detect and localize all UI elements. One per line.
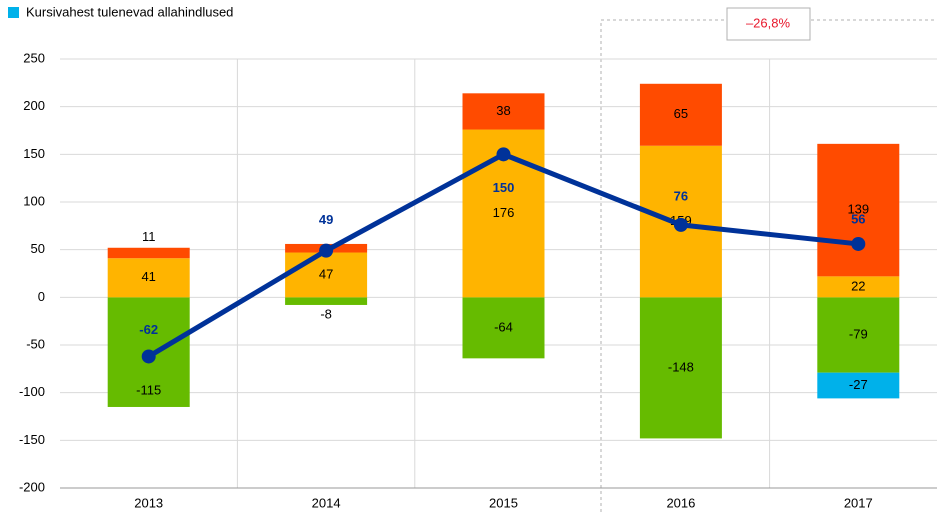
value-label: -64 [494, 319, 513, 334]
y-tick-label: 250 [23, 50, 45, 65]
line-point [851, 236, 866, 251]
y-tick-label: 200 [23, 98, 45, 113]
value-label: -115 [136, 382, 161, 397]
bar [285, 252, 368, 298]
annotation: –26,8% [746, 15, 791, 30]
line-label: -62 [139, 322, 158, 337]
line-label: 76 [674, 188, 688, 203]
bar [817, 372, 900, 399]
annotation-box [726, 7, 811, 41]
line-point [319, 243, 334, 258]
bar [639, 297, 722, 439]
y-tick-label: 0 [38, 289, 45, 304]
value-label: -79 [849, 326, 868, 341]
y-tick-label: 150 [23, 146, 45, 161]
bar [817, 276, 900, 298]
value-label: 47 [319, 266, 333, 281]
value-label: 22 [851, 278, 865, 293]
line-point [141, 349, 156, 364]
bar [462, 93, 545, 130]
value-label: 176 [493, 205, 515, 220]
bar [107, 258, 190, 298]
value-label: 38 [496, 103, 510, 118]
line-label: 56 [851, 211, 865, 226]
x-tick-label: 2015 [489, 495, 518, 510]
bar [817, 143, 900, 277]
bar [462, 297, 545, 359]
y-tick-label: 50 [31, 241, 45, 256]
bar [285, 297, 368, 305]
y-tick-label: -100 [19, 384, 45, 399]
value-label: -8 [320, 306, 332, 321]
y-tick-label: -50 [26, 336, 45, 351]
x-tick-label: 2017 [844, 495, 873, 510]
legend-swatch [8, 7, 19, 18]
y-tick-label: -200 [19, 479, 45, 494]
value-label: 11 [142, 229, 156, 244]
x-tick-label: 2013 [134, 495, 163, 510]
value-label: 65 [674, 106, 688, 121]
x-tick-label: 2014 [312, 495, 341, 510]
bar [639, 83, 722, 146]
line-point [673, 217, 688, 232]
value-label: 41 [141, 269, 155, 284]
y-tick-label: 100 [23, 193, 45, 208]
bar [817, 297, 900, 373]
bar [107, 247, 190, 259]
line-label: 150 [493, 180, 515, 195]
value-label: -27 [849, 377, 868, 392]
line-label: 49 [319, 212, 333, 227]
legend-label: Kursivahest tulenevad allahindlused [26, 4, 233, 19]
value-label: 139 [847, 202, 869, 217]
line-point [496, 147, 511, 162]
value-label: -148 [668, 359, 694, 374]
y-tick-label: -150 [19, 432, 45, 447]
x-tick-label: 2016 [666, 495, 695, 510]
